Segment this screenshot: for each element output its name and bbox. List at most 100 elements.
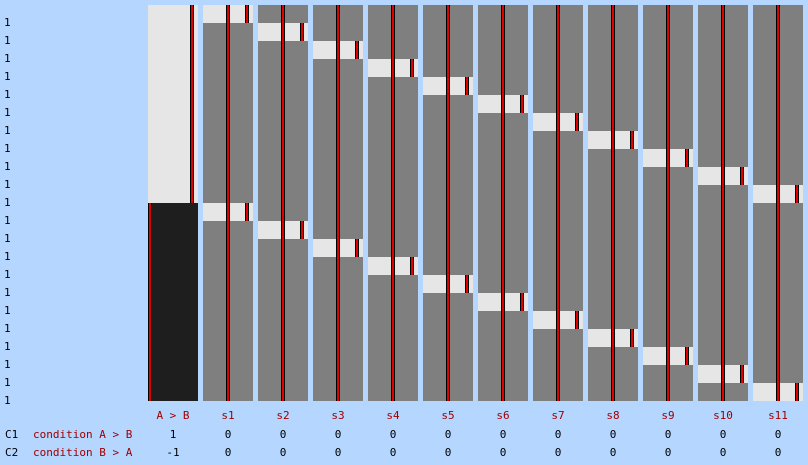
regressor-trace-peak bbox=[630, 131, 634, 149]
row-label: 1 bbox=[4, 340, 11, 353]
row-label: 1 bbox=[4, 34, 11, 47]
regressor-trace-peak bbox=[685, 149, 689, 167]
contrast-weight: 0 bbox=[499, 428, 507, 441]
column-label: s5 bbox=[441, 409, 455, 422]
regressor-trace bbox=[556, 5, 560, 401]
regressor-column-session[interactable] bbox=[203, 5, 253, 401]
regressor-column-session[interactable] bbox=[643, 5, 693, 401]
regressor-column-session[interactable] bbox=[478, 5, 528, 401]
contrast-weight: 0 bbox=[609, 428, 617, 441]
row-label: 1 bbox=[4, 214, 11, 227]
row-label: 1 bbox=[4, 304, 11, 317]
column-label: s4 bbox=[386, 409, 400, 422]
row-label: 1 bbox=[4, 142, 11, 155]
row-label: 1 bbox=[4, 106, 11, 119]
contrast-weight: 0 bbox=[279, 428, 287, 441]
contrast-weight: 0 bbox=[389, 428, 397, 441]
regressor-trace-peak bbox=[300, 221, 304, 239]
condition-block-b bbox=[148, 203, 198, 401]
row-label: 1 bbox=[4, 52, 11, 65]
row-label: 1 bbox=[4, 394, 11, 407]
condition-block-a bbox=[148, 5, 198, 203]
regressor-column-condition[interactable] bbox=[148, 5, 198, 401]
regressor-trace-peak bbox=[575, 311, 579, 329]
regressor-trace bbox=[190, 5, 194, 203]
regressor-column-session[interactable] bbox=[258, 5, 308, 401]
regressor-trace-peak bbox=[520, 293, 524, 311]
row-label: 1 bbox=[4, 70, 11, 83]
regressor-trace-peak bbox=[355, 239, 359, 257]
contrast-weight: 0 bbox=[389, 446, 397, 459]
contrast-weight: 0 bbox=[224, 446, 232, 459]
regressor-trace bbox=[501, 5, 505, 401]
regressor-trace-peak bbox=[410, 257, 414, 275]
regressor-column-session[interactable] bbox=[753, 5, 803, 401]
contrast-weight: 0 bbox=[774, 428, 782, 441]
regressor-column-session[interactable] bbox=[533, 5, 583, 401]
regressor-trace bbox=[666, 5, 670, 401]
regressor-trace-peak bbox=[355, 41, 359, 59]
regressor-trace-peak bbox=[410, 59, 414, 77]
contrast-weight: 0 bbox=[774, 446, 782, 459]
contrast-weight: 0 bbox=[334, 428, 342, 441]
contrast-weight: 0 bbox=[444, 428, 452, 441]
row-label: 1 bbox=[4, 160, 11, 173]
regressor-column-session[interactable] bbox=[588, 5, 638, 401]
contrast-weight: 0 bbox=[444, 446, 452, 459]
row-label: 1 bbox=[4, 88, 11, 101]
regressor-trace bbox=[391, 5, 395, 401]
regressor-column-session[interactable] bbox=[368, 5, 418, 401]
regressor-column-session[interactable] bbox=[423, 5, 473, 401]
contrast-weight: 0 bbox=[224, 428, 232, 441]
column-label: s7 bbox=[551, 409, 565, 422]
regressor-trace-peak bbox=[245, 203, 249, 221]
contrast-weight: 1 bbox=[169, 428, 177, 441]
contrast-id: C2 bbox=[5, 446, 19, 459]
regressor-trace bbox=[776, 5, 780, 401]
row-label: 1 bbox=[4, 232, 11, 245]
regressor-trace-peak bbox=[520, 95, 524, 113]
contrast-weight: 0 bbox=[664, 428, 672, 441]
contrast-weight: 0 bbox=[334, 446, 342, 459]
regressor-trace-peak bbox=[740, 365, 744, 383]
row-label: 1 bbox=[4, 358, 11, 371]
contrast-weight: 0 bbox=[499, 446, 507, 459]
row-label: 1 bbox=[4, 178, 11, 191]
regressor-trace bbox=[336, 5, 340, 401]
contrast-weight: 0 bbox=[719, 446, 727, 459]
contrast-weight: -1 bbox=[166, 446, 180, 459]
regressor-trace-peak bbox=[575, 113, 579, 131]
row-label: 1 bbox=[4, 268, 11, 281]
row-label: 1 bbox=[4, 322, 11, 335]
row-label: 1 bbox=[4, 286, 11, 299]
column-label: s11 bbox=[768, 409, 788, 422]
contrast-weight: 0 bbox=[279, 446, 287, 459]
contrast-weight: 0 bbox=[719, 428, 727, 441]
row-label: 1 bbox=[4, 250, 11, 263]
column-label: s8 bbox=[606, 409, 620, 422]
regressor-column-session[interactable] bbox=[313, 5, 363, 401]
row-label: 1 bbox=[4, 376, 11, 389]
regressor-trace bbox=[446, 5, 450, 401]
regressor-trace-peak bbox=[685, 347, 689, 365]
regressor-trace-peak bbox=[630, 329, 634, 347]
row-label: 1 bbox=[4, 16, 11, 29]
regressor-trace-peak bbox=[795, 185, 799, 203]
column-label: s2 bbox=[276, 409, 290, 422]
regressor-trace-peak bbox=[300, 23, 304, 41]
regressor-trace-peak bbox=[245, 5, 249, 23]
column-label: s6 bbox=[496, 409, 510, 422]
regressor-trace bbox=[148, 203, 152, 401]
column-label: s9 bbox=[661, 409, 675, 422]
contrast-weight: 0 bbox=[664, 446, 672, 459]
contrast-weight: 0 bbox=[554, 428, 562, 441]
contrast-name[interactable]: condition A > B bbox=[33, 428, 133, 441]
contrast-name[interactable]: condition B > A bbox=[33, 446, 133, 459]
regressor-column-session[interactable] bbox=[698, 5, 748, 401]
column-label: s3 bbox=[331, 409, 345, 422]
regressor-trace bbox=[721, 5, 725, 401]
contrast-id: C1 bbox=[5, 428, 19, 441]
row-label: 1 bbox=[4, 196, 11, 209]
regressor-trace-peak bbox=[465, 77, 469, 95]
